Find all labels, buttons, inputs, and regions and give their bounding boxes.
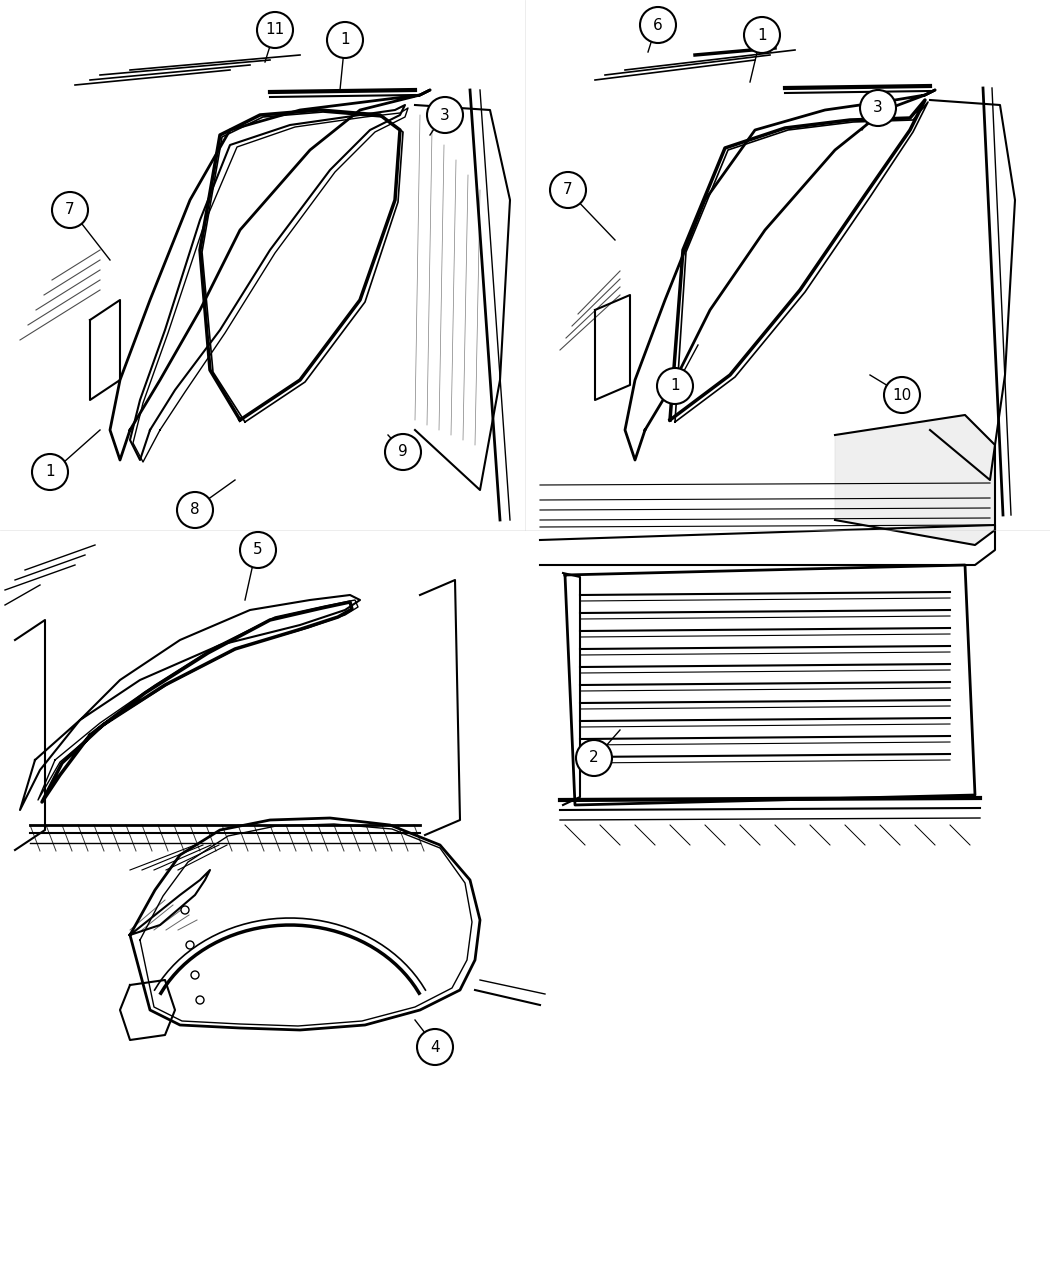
Text: 1: 1 (45, 464, 55, 479)
Text: 6: 6 (653, 18, 663, 32)
Text: 1: 1 (757, 28, 766, 42)
Circle shape (427, 97, 463, 133)
Circle shape (576, 740, 612, 776)
Circle shape (181, 907, 189, 914)
Text: 9: 9 (398, 445, 407, 459)
Text: 4: 4 (430, 1039, 440, 1054)
Text: 7: 7 (563, 182, 573, 198)
Circle shape (196, 996, 204, 1003)
Circle shape (52, 193, 88, 228)
Circle shape (191, 972, 200, 979)
Text: 8: 8 (190, 502, 200, 518)
Circle shape (657, 368, 693, 404)
Text: 1: 1 (340, 32, 350, 47)
Text: 2: 2 (589, 751, 598, 765)
Text: 7: 7 (65, 203, 75, 218)
Text: 3: 3 (440, 107, 449, 122)
Circle shape (640, 6, 676, 43)
Circle shape (744, 17, 780, 54)
Text: 3: 3 (874, 101, 883, 116)
Text: 10: 10 (892, 388, 911, 403)
Circle shape (385, 434, 421, 470)
Circle shape (240, 532, 276, 567)
Circle shape (257, 11, 293, 48)
Circle shape (186, 941, 194, 949)
Text: 11: 11 (266, 23, 285, 37)
Circle shape (177, 492, 213, 528)
Circle shape (417, 1029, 453, 1065)
Polygon shape (835, 414, 995, 544)
Circle shape (550, 172, 586, 208)
Circle shape (327, 22, 363, 57)
Text: 1: 1 (670, 379, 679, 394)
Circle shape (860, 91, 896, 126)
Circle shape (884, 377, 920, 413)
Circle shape (32, 454, 68, 490)
Text: 5: 5 (253, 542, 262, 557)
